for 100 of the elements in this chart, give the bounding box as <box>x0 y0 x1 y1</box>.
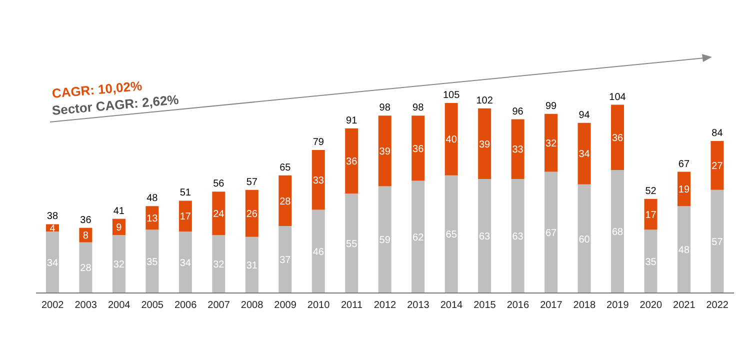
bar <box>312 210 325 293</box>
data-label: 48 <box>678 245 690 256</box>
data-label: 46 <box>312 246 324 258</box>
data-label: 28 <box>80 263 92 274</box>
bar <box>378 186 392 293</box>
bar <box>345 128 358 194</box>
bar <box>378 116 392 186</box>
data-label: 27 <box>712 160 724 172</box>
x-tick-label: 2002 <box>41 300 64 312</box>
bar <box>412 180 425 293</box>
x-tick-label: 2022 <box>706 300 729 312</box>
total-label: 38 <box>46 211 58 222</box>
data-label: 67 <box>545 228 558 239</box>
bar <box>511 119 524 179</box>
data-label: 36 <box>346 156 358 168</box>
bar <box>544 114 558 172</box>
data-label: 32 <box>113 260 125 271</box>
x-tick-label: 2018 <box>573 300 596 312</box>
data-label: 59 <box>379 235 391 246</box>
data-label: 31 <box>246 260 258 272</box>
data-label: 39 <box>379 146 391 158</box>
data-label: 37 <box>280 255 292 266</box>
data-label: 63 <box>479 232 491 243</box>
bar <box>178 200 192 232</box>
bar <box>46 231 59 293</box>
bar <box>345 193 358 293</box>
total-label: 48 <box>146 193 158 204</box>
bar <box>710 141 724 190</box>
bar <box>511 179 524 293</box>
bar <box>677 172 690 206</box>
data-label: 40 <box>446 134 458 146</box>
bar <box>212 235 226 293</box>
total-label: 98 <box>412 102 424 114</box>
bar <box>644 198 658 230</box>
data-label: 28 <box>280 196 292 208</box>
data-label: 36 <box>612 132 624 144</box>
bar <box>79 242 92 293</box>
data-label: 34 <box>46 258 58 269</box>
x-tick-label: 2014 <box>440 300 464 312</box>
total-label: 36 <box>80 214 92 226</box>
bar <box>278 175 292 226</box>
x-tick-label: 2005 <box>141 300 164 312</box>
bar <box>478 179 492 293</box>
bar <box>278 226 292 293</box>
x-tick-label: 2012 <box>374 300 397 312</box>
bar <box>312 150 325 210</box>
x-tick-label: 2019 <box>606 300 630 312</box>
total-label: 104 <box>609 92 626 103</box>
bar <box>611 104 624 170</box>
total-label: 56 <box>213 178 225 190</box>
data-label: 34 <box>578 149 590 160</box>
total-label: 67 <box>678 158 690 170</box>
bar <box>478 108 492 179</box>
bar <box>578 122 591 184</box>
x-tick-label: 2010 <box>307 300 330 312</box>
bar <box>245 190 258 237</box>
bar <box>544 172 558 293</box>
x-tick-label: 2003 <box>74 300 98 312</box>
data-label: 32 <box>213 260 225 271</box>
total-label: 52 <box>645 186 657 197</box>
total-label: 98 <box>379 102 391 114</box>
bar <box>644 230 658 293</box>
data-label: 13 <box>146 213 158 224</box>
total-label: 41 <box>113 206 125 217</box>
data-label: 26 <box>246 208 258 220</box>
bar <box>444 103 458 176</box>
bar <box>710 190 724 293</box>
data-label: 60 <box>578 234 590 246</box>
x-tick-label: 2021 <box>673 300 696 312</box>
x-tick-label: 2007 <box>208 300 230 312</box>
data-label: 39 <box>479 139 491 150</box>
bar <box>245 236 258 293</box>
data-label: 33 <box>512 144 524 156</box>
data-label: 57 <box>712 236 724 248</box>
x-tick-label: 2009 <box>274 300 297 312</box>
x-tick-label: 2006 <box>174 300 198 312</box>
x-tick-label: 2013 <box>407 300 430 312</box>
total-label: 65 <box>280 162 292 174</box>
total-label: 91 <box>346 115 358 126</box>
data-label: 65 <box>446 230 458 241</box>
total-label: 79 <box>312 137 324 148</box>
data-label: 33 <box>312 175 324 186</box>
total-label: 102 <box>476 95 494 106</box>
data-label: 34 <box>180 258 192 269</box>
data-label: 4 <box>50 223 56 234</box>
data-label: 36 <box>412 144 424 155</box>
total-label: 105 <box>442 90 460 101</box>
data-label: 35 <box>645 256 657 268</box>
data-label: 55 <box>346 238 358 250</box>
total-label: 96 <box>512 106 524 118</box>
data-label: 17 <box>645 210 657 221</box>
bar <box>578 184 591 293</box>
bar <box>112 235 126 293</box>
data-label: 32 <box>545 138 558 150</box>
bar <box>444 175 458 293</box>
data-label: 68 <box>612 227 624 238</box>
total-label: 51 <box>180 188 192 199</box>
x-tick-label: 2015 <box>474 300 496 312</box>
data-label: 24 <box>213 208 225 220</box>
data-label: 62 <box>412 232 424 244</box>
